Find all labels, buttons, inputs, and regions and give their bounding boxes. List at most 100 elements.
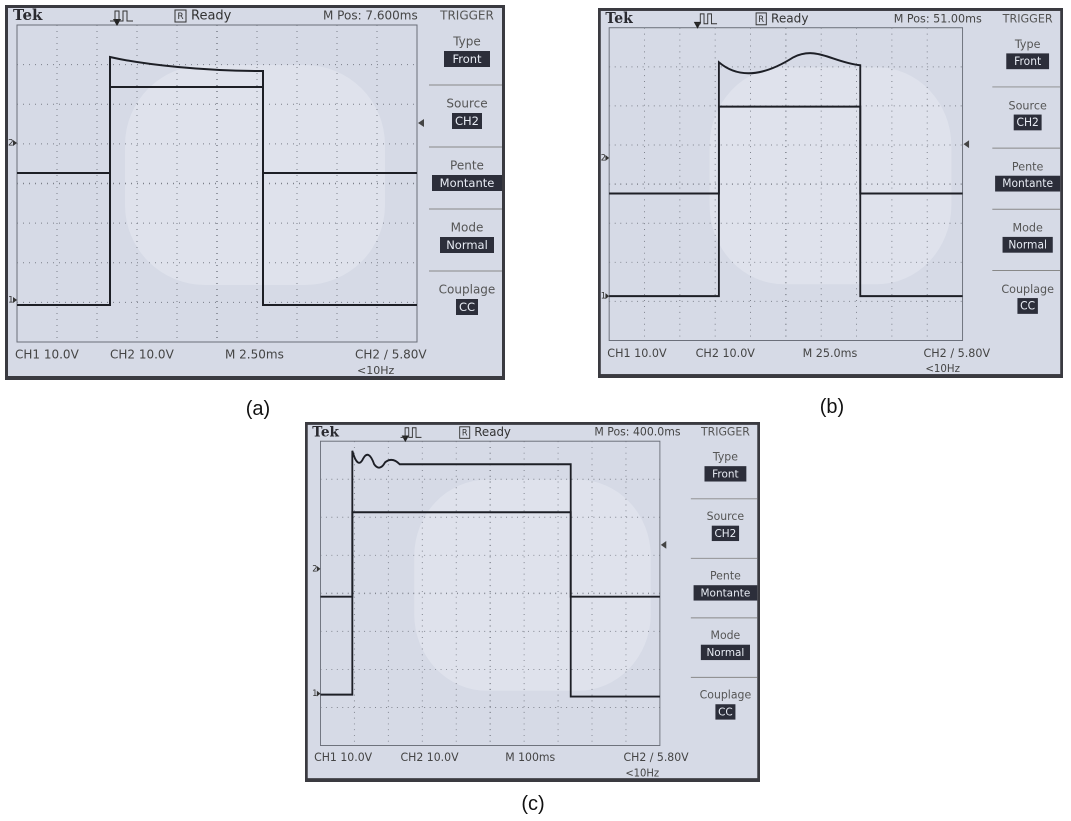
menu-value-box [1013,114,1042,131]
menu-value-box [456,299,478,315]
channel-marker: 1 [601,291,606,301]
menu-label: Pente [710,569,741,582]
ch2-scale: CH2 10.0V [110,348,175,362]
menu-label: Mode [1012,220,1042,234]
status: Ready [474,425,511,439]
run-icon: R [758,15,764,25]
trigger-level-arrow [660,541,667,549]
menu-label: Couplage [439,283,496,297]
menu-label: Type [1014,37,1041,51]
screen-glare [125,65,385,285]
menu-label: Mode [451,221,484,235]
status: Ready [191,9,232,24]
menu-value: Normal [1008,238,1047,251]
channel-marker: 1 [312,688,317,698]
menu-value-box [432,175,502,191]
trigger-setting: CH2 ∕ 5.80V [624,751,689,764]
timebase: M 25.0ms [803,346,858,360]
menu-value: CH2 [455,114,479,128]
menu-value: CH2 [715,527,737,540]
menu-label: Couplage [1001,281,1054,295]
brand: Tek [605,10,633,27]
menu-value: Front [452,52,482,66]
channel-marker: 2 [601,153,606,163]
brand: Tek [13,6,43,24]
menu-value-box [1002,236,1053,253]
run-icon-box [459,426,471,439]
menu-value: Front [712,467,738,480]
menu-value: Montante [440,176,495,190]
channel-marker-arrow [13,297,17,303]
menu-value-box [700,644,750,661]
menu-value: Normal [706,646,744,659]
run-icon: R [177,12,183,22]
menu-label: Pente [1012,159,1044,173]
menu-label: Pente [450,159,484,173]
menu-value-box [444,51,490,67]
waveform [320,450,660,698]
run-icon: R [462,427,468,437]
menu-value-box [693,585,758,601]
menu-value: CC [718,705,733,718]
menu-label: Source [707,510,745,523]
caption: (c) [521,793,545,815]
run-icon-box [174,9,187,23]
trigger-level-arrow [963,140,970,149]
brand: Tek [312,424,339,440]
channel-marker-arrow [13,140,17,146]
trigger-level-arrow [418,119,424,127]
menu-value: CC [1020,299,1035,312]
waveform [17,86,417,174]
ch1-scale: CH1 10.0V [314,751,372,764]
menu-value-box [711,525,740,542]
menu-value: Montante [701,586,751,599]
waveform [609,105,963,195]
trigger-frequency: <10Hz [925,363,960,375]
menu-label: Source [1009,98,1047,112]
menu-value: Front [1014,55,1042,68]
menu-value: Montante [1002,177,1053,190]
run-icon-box [755,12,767,26]
channel-marker-arrow [605,155,610,161]
menu-value-box [704,466,747,482]
menu-title: TRIGGER [700,425,750,438]
channel-marker-arrow [316,566,321,572]
menu-value: CH2 [1017,116,1039,129]
ch2-scale: CH2 10.0V [696,346,755,360]
waveform [320,511,660,598]
menu-label: Type [712,450,738,463]
channel-marker: 1 [8,296,14,306]
menu-value: Normal [446,238,488,252]
waveform [17,55,417,306]
menu-value-box [452,113,482,129]
acquisition-icon [110,10,133,22]
trigger-frequency: <10Hz [357,364,394,377]
position: M Pos: 7.600ms [323,9,418,23]
trigger-setting: CH2 ∕ 5.80V [355,348,427,362]
acquisition-icon [400,427,422,438]
timebase: M 100ms [505,751,555,764]
screen-glare [709,67,952,285]
menu-label: Couplage [700,688,752,701]
ch2-scale: CH2 10.0V [401,751,459,764]
menu-value-box [440,237,494,253]
channel-marker: 2 [312,563,317,573]
menu-value-box [1006,53,1050,70]
waveform [609,52,963,298]
timebase: M 2.50ms [225,348,284,362]
position: M Pos: 400.0ms [594,425,680,438]
oscilloscope-screen: Tek R Ready M Pos: 400.0ms 2 1 TRIGGER Type Fron… [305,422,760,782]
channel-marker: 2 [8,139,14,149]
oscilloscope-screen: Tek R Ready M Pos: 51.00ms 2 1 TRIGGER Type Fron… [598,8,1063,378]
channel-marker-arrow [605,293,610,300]
trigger-setting: CH2 ∕ 5.80V [924,346,991,360]
menu-value-box [995,175,1061,192]
caption: (a) [245,398,271,420]
menu-value: CC [459,300,475,314]
menu-value-box [1017,298,1038,314]
channel-marker-arrow [316,690,321,697]
trigger-frequency: <10Hz [625,767,659,779]
ch1-scale: CH1 10.0V [607,346,666,360]
menu-label: Type [452,35,481,49]
